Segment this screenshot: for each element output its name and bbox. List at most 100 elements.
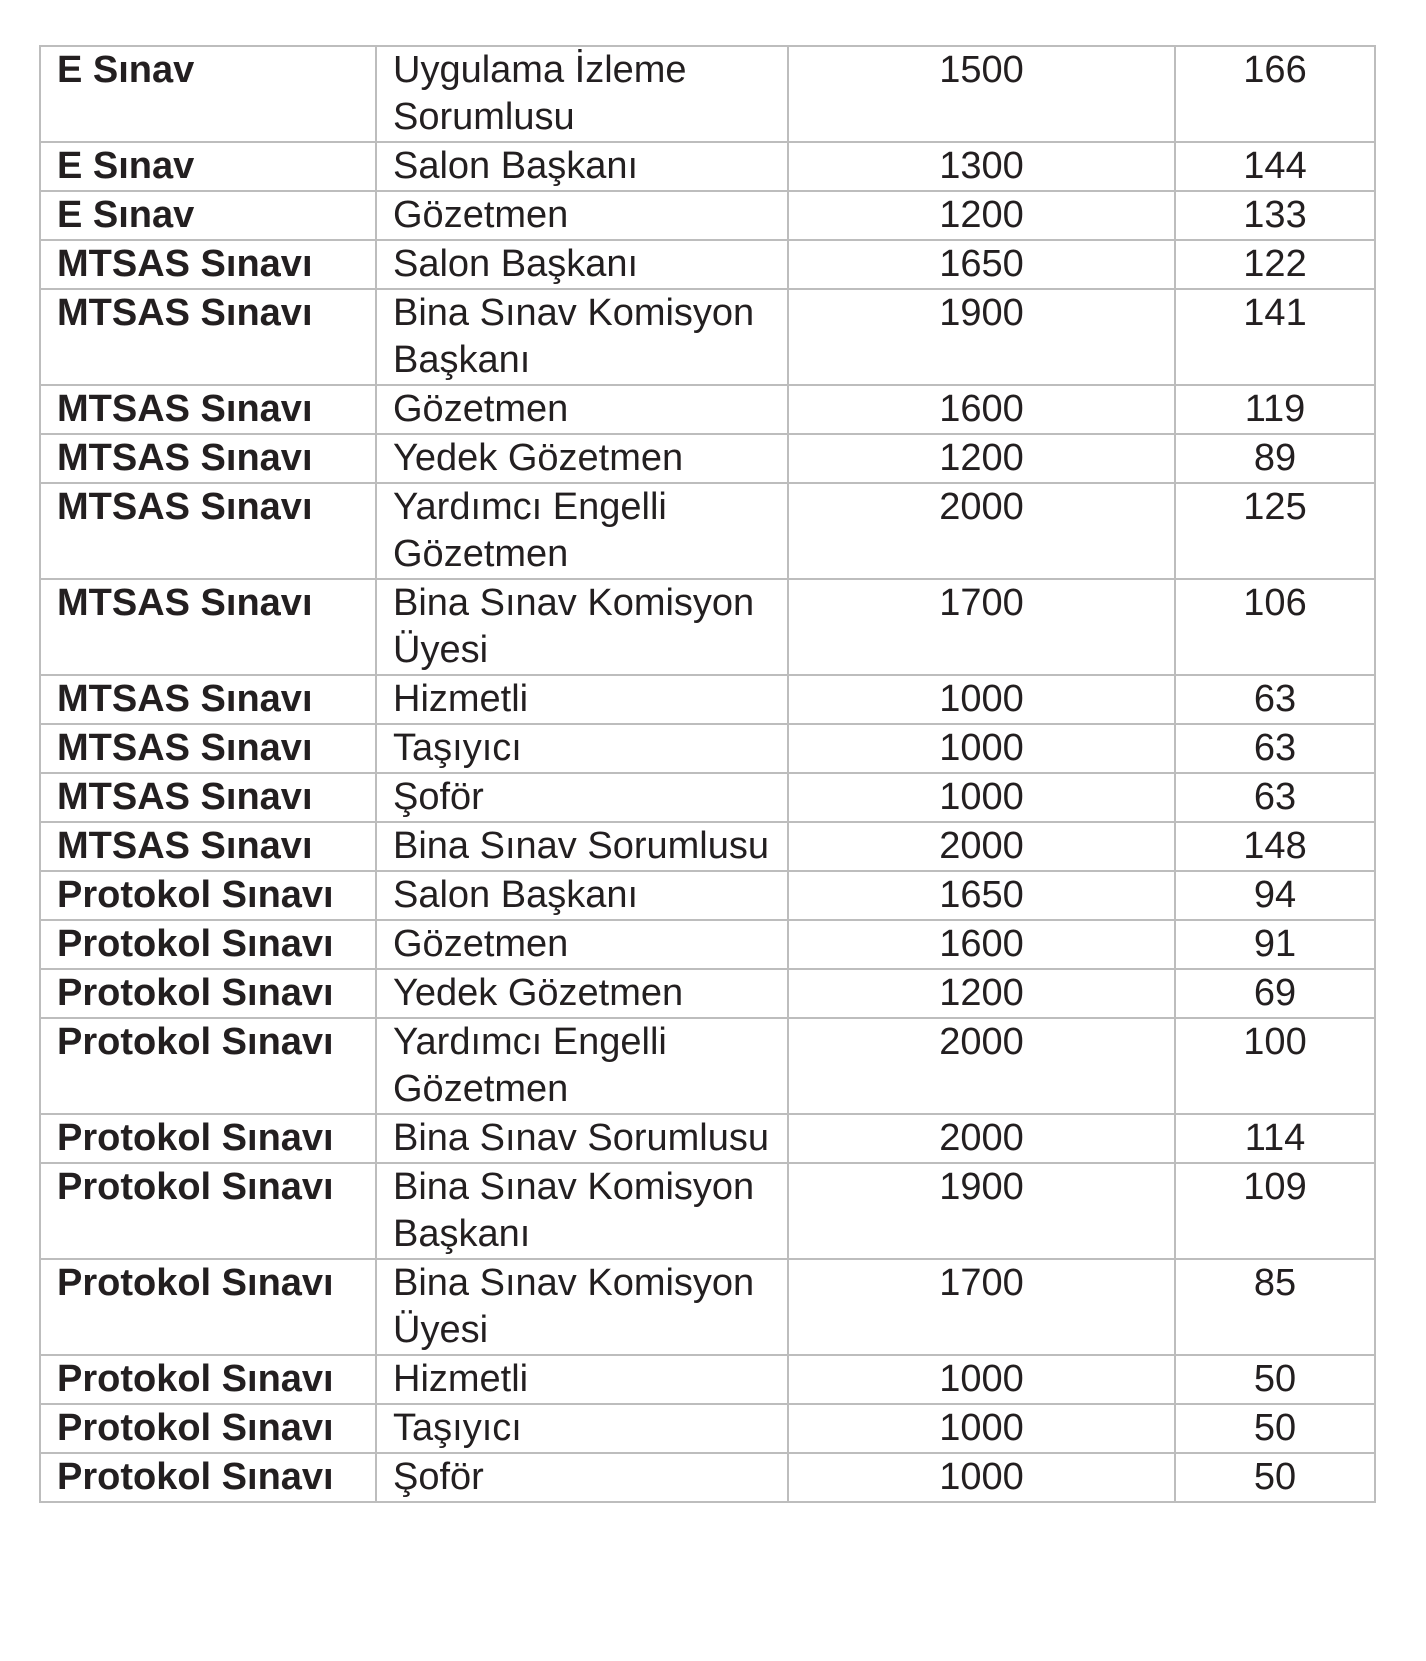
table-body: E Sınav Uygulama İzleme Sorumlusu 1500 166 E… xyxy=(39,45,1376,1503)
role-cell: Yedek Gözetmen xyxy=(375,968,789,1019)
role-cell: Taşıyıcı xyxy=(375,1403,789,1454)
amount-cell: 1200 xyxy=(787,968,1176,1019)
role-cell: Taşıyıcı xyxy=(375,723,789,774)
count-cell: 148 xyxy=(1174,821,1376,872)
table-row: E Sınav Salon Başkanı 1300 144 xyxy=(39,141,1376,192)
amount-cell: 1000 xyxy=(787,772,1176,823)
count-cell: 125 xyxy=(1174,482,1376,580)
count-cell: 114 xyxy=(1174,1113,1376,1164)
count-cell: 141 xyxy=(1174,288,1376,386)
role-cell: Bina Sınav Sorumlusu xyxy=(375,1113,789,1164)
amount-cell: 1650 xyxy=(787,239,1176,290)
role-cell: Uygulama İzleme Sorumlusu xyxy=(375,45,789,143)
role-cell: Gözetmen xyxy=(375,190,789,241)
count-cell: 109 xyxy=(1174,1162,1376,1260)
exam-name-cell: MTSAS Sınavı xyxy=(39,239,377,290)
amount-cell: 1650 xyxy=(787,870,1176,921)
table-row: Protokol Sınavı Bina Sınav Sorumlusu 2000 1… xyxy=(39,1113,1376,1164)
exam-name-cell: MTSAS Sınavı xyxy=(39,723,377,774)
table-row: Protokol Sınavı Şoför 1000 50 xyxy=(39,1452,1376,1503)
exam-name-cell: MTSAS Sınavı xyxy=(39,578,377,676)
amount-cell: 1700 xyxy=(787,578,1176,676)
role-cell: Şoför xyxy=(375,1452,789,1503)
count-cell: 50 xyxy=(1174,1403,1376,1454)
table-row: MTSAS Sınavı Taşıyıcı 1000 63 xyxy=(39,723,1376,774)
table-row: Protokol Sınavı Yedek Gözetmen 1200 69 xyxy=(39,968,1376,1019)
count-cell: 85 xyxy=(1174,1258,1376,1356)
amount-cell: 1000 xyxy=(787,1403,1176,1454)
amount-cell: 1700 xyxy=(787,1258,1176,1356)
role-cell: Bina Sınav Sorumlusu xyxy=(375,821,789,872)
table-row: Protokol Sınavı Bina Sınav Komisyon Üyesi… xyxy=(39,1258,1376,1356)
role-cell: Yardımcı Engelli Gözetmen xyxy=(375,482,789,580)
table-row: Protokol Sınavı Hizmetli 1000 50 xyxy=(39,1354,1376,1405)
role-cell: Salon Başkanı xyxy=(375,870,789,921)
table-row: E Sınav Uygulama İzleme Sorumlusu 1500 166 xyxy=(39,45,1376,143)
amount-cell: 1000 xyxy=(787,674,1176,725)
exam-name-cell: Protokol Sınavı xyxy=(39,1354,377,1405)
table-row: MTSAS Sınavı Bina Sınav Komisyon Başkanı 1… xyxy=(39,288,1376,386)
count-cell: 89 xyxy=(1174,433,1376,484)
count-cell: 100 xyxy=(1174,1017,1376,1115)
count-cell: 144 xyxy=(1174,141,1376,192)
exam-name-cell: E Sınav xyxy=(39,190,377,241)
amount-cell: 1200 xyxy=(787,433,1176,484)
table-row: Protokol Sınavı Salon Başkanı 1650 94 xyxy=(39,870,1376,921)
exam-name-cell: Protokol Sınavı xyxy=(39,1113,377,1164)
count-cell: 94 xyxy=(1174,870,1376,921)
exam-name-cell: MTSAS Sınavı xyxy=(39,674,377,725)
role-cell: Bina Sınav Komisyon Başkanı xyxy=(375,1162,789,1260)
role-cell: Bina Sınav Komisyon Üyesi xyxy=(375,578,789,676)
exam-name-cell: Protokol Sınavı xyxy=(39,1403,377,1454)
exam-name-cell: E Sınav xyxy=(39,45,377,143)
role-cell: Salon Başkanı xyxy=(375,239,789,290)
exam-name-cell: Protokol Sınavı xyxy=(39,919,377,970)
amount-cell: 1000 xyxy=(787,1452,1176,1503)
amount-cell: 1900 xyxy=(787,1162,1176,1260)
amount-cell: 1900 xyxy=(787,288,1176,386)
role-cell: Bina Sınav Komisyon Başkanı xyxy=(375,288,789,386)
amount-cell: 1000 xyxy=(787,1354,1176,1405)
role-cell: Hizmetli xyxy=(375,1354,789,1405)
exam-name-cell: E Sınav xyxy=(39,141,377,192)
exam-name-cell: Protokol Sınavı xyxy=(39,1258,377,1356)
table-row: MTSAS Sınavı Yedek Gözetmen 1200 89 xyxy=(39,433,1376,484)
count-cell: 166 xyxy=(1174,45,1376,143)
count-cell: 106 xyxy=(1174,578,1376,676)
amount-cell: 2000 xyxy=(787,821,1176,872)
role-cell: Şoför xyxy=(375,772,789,823)
role-cell: Gözetmen xyxy=(375,919,789,970)
count-cell: 63 xyxy=(1174,772,1376,823)
count-cell: 122 xyxy=(1174,239,1376,290)
amount-cell: 1200 xyxy=(787,190,1176,241)
exam-name-cell: MTSAS Sınavı xyxy=(39,772,377,823)
role-cell: Yedek Gözetmen xyxy=(375,433,789,484)
amount-cell: 1600 xyxy=(787,919,1176,970)
table-row: Protokol Sınavı Gözetmen 1600 91 xyxy=(39,919,1376,970)
count-cell: 119 xyxy=(1174,384,1376,435)
exam-name-cell: MTSAS Sınavı xyxy=(39,384,377,435)
count-cell: 63 xyxy=(1174,723,1376,774)
table-row: MTSAS Sınavı Salon Başkanı 1650 122 xyxy=(39,239,1376,290)
role-cell: Bina Sınav Komisyon Üyesi xyxy=(375,1258,789,1356)
exam-fee-table: E Sınav Uygulama İzleme Sorumlusu 1500 166 E… xyxy=(39,45,1376,1503)
exam-name-cell: Protokol Sınavı xyxy=(39,1162,377,1260)
exam-name-cell: Protokol Sınavı xyxy=(39,968,377,1019)
exam-name-cell: Protokol Sınavı xyxy=(39,1017,377,1115)
role-cell: Yardımcı Engelli Gözetmen xyxy=(375,1017,789,1115)
exam-name-cell: Protokol Sınavı xyxy=(39,870,377,921)
table-row: Protokol Sınavı Taşıyıcı 1000 50 xyxy=(39,1403,1376,1454)
count-cell: 50 xyxy=(1174,1354,1376,1405)
count-cell: 69 xyxy=(1174,968,1376,1019)
table-row: MTSAS Sınavı Şoför 1000 63 xyxy=(39,772,1376,823)
role-cell: Gözetmen xyxy=(375,384,789,435)
exam-name-cell: MTSAS Sınavı xyxy=(39,433,377,484)
count-cell: 50 xyxy=(1174,1452,1376,1503)
table-row: MTSAS Sınavı Gözetmen 1600 119 xyxy=(39,384,1376,435)
role-cell: Salon Başkanı xyxy=(375,141,789,192)
exam-name-cell: MTSAS Sınavı xyxy=(39,821,377,872)
amount-cell: 2000 xyxy=(787,1113,1176,1164)
table-row: MTSAS Sınavı Bina Sınav Sorumlusu 2000 148 xyxy=(39,821,1376,872)
amount-cell: 2000 xyxy=(787,1017,1176,1115)
count-cell: 63 xyxy=(1174,674,1376,725)
